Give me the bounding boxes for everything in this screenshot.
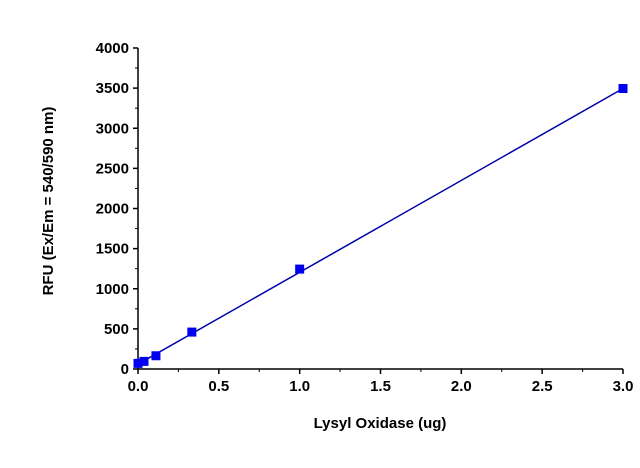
x-tick-label: 2.5 — [532, 378, 553, 395]
fit-line — [137, 87, 624, 365]
y-tick-label: 1000 — [96, 281, 129, 298]
x-tick-label: 2.0 — [451, 378, 472, 395]
y-tick-label: 1500 — [96, 241, 129, 258]
fit-line-group — [137, 87, 624, 365]
x-axis-ticks: 0.0 0.5 1.0 1.5 2.0 2.5 3.0 — [128, 369, 634, 395]
data-point — [295, 264, 305, 274]
x-tick-label: 0.5 — [208, 378, 229, 395]
data-point — [133, 358, 143, 368]
x-tick-label: 0.0 — [128, 378, 149, 395]
y-axis-ticks: 0 500 1000 1500 2000 2500 3000 3500 4000 — [96, 40, 138, 378]
axes — [137, 48, 623, 370]
data-point — [187, 327, 197, 337]
x-tick-label: 1.5 — [370, 378, 391, 395]
x-axis-title: Lysyl Oxidase (ug) — [314, 415, 447, 432]
data-point — [139, 356, 149, 366]
data-point — [618, 84, 628, 94]
y-tick-label: 4000 — [96, 40, 129, 57]
data-point — [151, 351, 161, 361]
y-tick-label: 500 — [104, 321, 129, 338]
data-points — [133, 84, 628, 368]
y-axis-title: RFU (Ex/Em = 540/590 nm) — [40, 107, 57, 296]
x-tick-label: 3.0 — [613, 378, 634, 395]
x-tick-label: 1.0 — [289, 378, 310, 395]
y-tick-label: 2000 — [96, 201, 129, 218]
y-tick-label: 3000 — [96, 120, 129, 137]
y-tick-label: 0 — [121, 361, 129, 378]
y-tick-label: 3500 — [96, 80, 129, 97]
y-tick-label: 2500 — [96, 160, 129, 177]
